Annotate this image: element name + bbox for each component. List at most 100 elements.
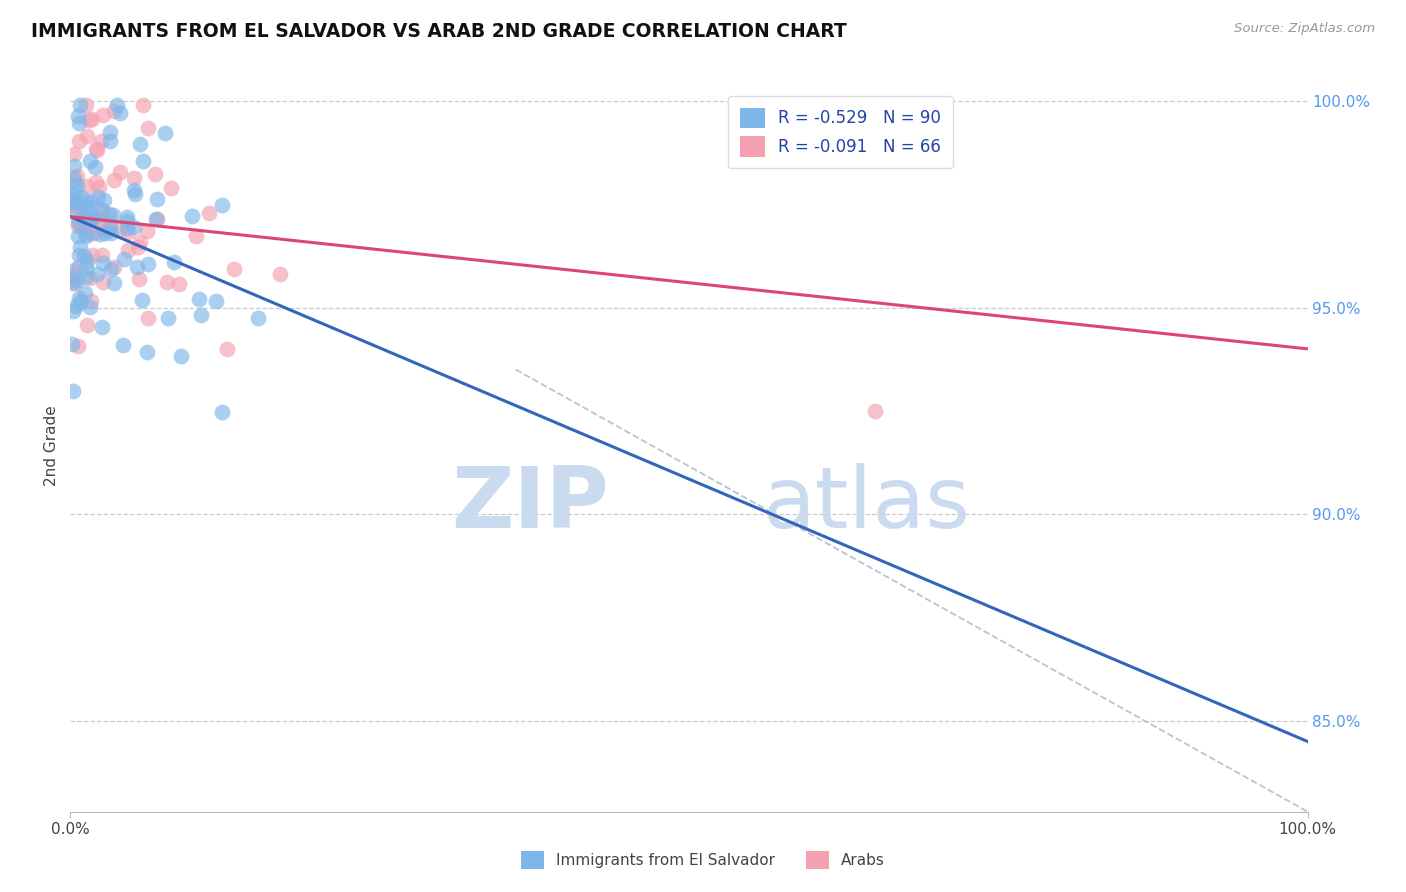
Point [215, 342, 238, 356]
Point [135, 224, 157, 238]
Point [66, 169, 89, 183]
Point [69, 259, 91, 273]
Point [112, 338, 135, 352]
Point [180, 209, 202, 223]
Point [75, 227, 97, 241]
Point [83, 160, 105, 174]
Point [63, 185, 86, 199]
Point [211, 405, 233, 419]
Point [131, 293, 153, 307]
Point [132, 98, 155, 112]
Point [160, 181, 183, 195]
Point [129, 235, 152, 249]
Point [75, 269, 97, 284]
Point [100, 262, 122, 277]
Text: IMMIGRANTS FROM EL SALVADOR VS ARAB 2ND GRADE CORRELATION CHART: IMMIGRANTS FROM EL SALVADOR VS ARAB 2ND … [31, 22, 846, 41]
Point [91, 275, 114, 289]
Point [76, 128, 98, 143]
Point [146, 192, 169, 206]
Point [75, 194, 97, 209]
Point [269, 267, 291, 281]
Point [73, 285, 96, 300]
Point [125, 260, 148, 274]
Point [135, 344, 157, 359]
Point [75, 98, 97, 112]
Point [69, 219, 91, 234]
Point [60, 337, 83, 351]
Point [65, 194, 87, 209]
Point [76, 229, 98, 244]
Point [77, 113, 100, 128]
Point [84, 142, 107, 156]
Point [79, 218, 101, 232]
Point [77, 210, 100, 224]
Point [86, 267, 108, 281]
Point [132, 154, 155, 169]
Point [211, 198, 233, 212]
Point [198, 205, 221, 219]
Point [60, 204, 83, 219]
Point [98, 125, 121, 139]
Point [124, 171, 146, 186]
Point [184, 228, 207, 243]
Point [103, 260, 125, 275]
Text: Source: ZipAtlas.com: Source: ZipAtlas.com [1234, 22, 1375, 36]
Point [62, 268, 84, 283]
Point [79, 271, 101, 285]
Point [87, 180, 110, 194]
Point [60, 195, 83, 210]
Point [117, 210, 139, 224]
Point [91, 108, 114, 122]
Point [67, 134, 90, 148]
Point [246, 310, 269, 325]
Point [136, 311, 159, 326]
Point [190, 308, 212, 322]
Point [62, 304, 84, 318]
Text: ZIP: ZIP [451, 463, 609, 546]
Point [98, 206, 121, 220]
Point [115, 214, 138, 228]
Point [117, 244, 139, 258]
Point [105, 98, 128, 112]
Point [60, 271, 83, 285]
Point [84, 209, 107, 223]
Point [76, 201, 98, 215]
Point [66, 219, 89, 234]
Point [67, 212, 90, 227]
Point [72, 211, 94, 226]
Point [76, 179, 98, 194]
Point [63, 170, 86, 185]
Point [188, 292, 211, 306]
Point [70, 199, 93, 213]
Point [66, 273, 89, 287]
Point [67, 338, 90, 352]
Point [101, 208, 124, 222]
Point [67, 291, 90, 305]
Point [127, 240, 149, 254]
Point [145, 211, 167, 226]
Point [76, 318, 98, 333]
Point [90, 134, 112, 148]
Point [66, 215, 89, 229]
Point [115, 221, 138, 235]
Point [93, 193, 115, 207]
Point [63, 146, 86, 161]
Legend: R = -0.529   N = 90, R = -0.091   N = 66: R = -0.529 N = 90, R = -0.091 N = 66 [728, 96, 953, 169]
Point [66, 109, 89, 123]
Point [136, 120, 159, 135]
Point [110, 106, 132, 120]
Point [75, 261, 97, 276]
Point [62, 384, 84, 398]
Point [80, 293, 103, 308]
Point [103, 173, 125, 187]
Point [67, 115, 90, 129]
Text: atlas: atlas [763, 463, 972, 546]
Legend: Immigrants from El Salvador, Arabs: Immigrants from El Salvador, Arabs [515, 845, 891, 875]
Point [69, 295, 91, 310]
Point [86, 143, 108, 157]
Point [67, 247, 90, 261]
Point [65, 276, 87, 290]
Point [156, 311, 179, 326]
Point [112, 252, 135, 266]
Point [62, 160, 84, 174]
